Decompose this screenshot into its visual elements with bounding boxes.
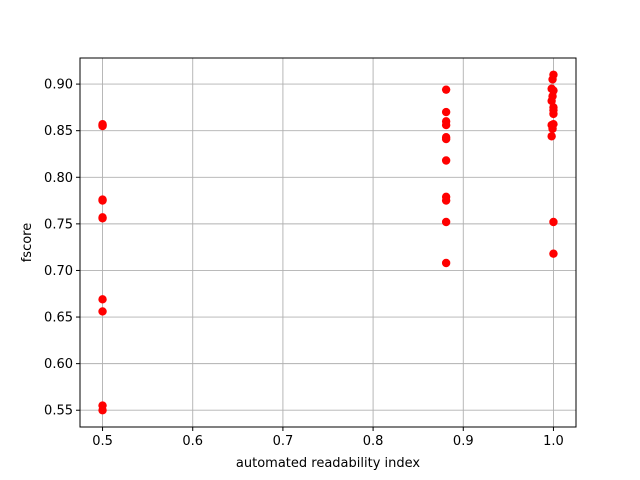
x-axis-ticks: 0.5 0.6 0.7 0.8 0.9 1.0 [92,427,564,449]
x-tick-label: 0.6 [182,434,203,449]
data-point [441,107,451,117]
data-point [549,217,558,227]
x-tick-label: 0.9 [453,434,474,449]
data-point [547,96,556,106]
y-tick-label: 0.65 [44,311,73,326]
data-points [98,70,558,415]
data-point [98,295,107,304]
data-point [441,258,451,268]
grid-lines [80,58,576,427]
plot-frame [79,57,577,428]
data-point [98,307,107,316]
y-tick-label: 0.80 [44,171,73,186]
x-tick-label: 0.7 [273,434,294,449]
data-point [441,196,451,205]
y-axis-ticks: 0.55 0.60 0.65 0.70 0.75 0.80 0.85 0.90 [44,78,80,419]
y-tick-label: 0.90 [44,78,73,93]
y-axis-label: fscore [20,223,35,263]
data-point [441,134,451,144]
data-point [549,249,558,258]
y-tick-label: 0.85 [44,124,73,139]
data-point [98,196,107,205]
data-point [441,120,451,130]
data-point [441,85,451,94]
y-tick-label: 0.70 [44,264,73,279]
data-point [549,109,558,119]
x-tick-label: 1.0 [543,434,564,449]
x-axis-label: automated readability index [236,456,420,471]
data-point [441,156,451,165]
y-tick-label: 0.55 [44,404,73,419]
x-tick-label: 0.8 [363,434,384,449]
y-tick-label: 0.75 [44,217,73,232]
data-point [98,214,107,223]
data-point [547,132,556,141]
data-point [441,217,451,227]
data-point [548,75,557,84]
data-point [98,406,107,415]
data-point [548,124,557,134]
y-tick-label: 0.60 [44,357,73,372]
x-tick-label: 0.5 [92,434,113,449]
data-point [98,119,107,129]
